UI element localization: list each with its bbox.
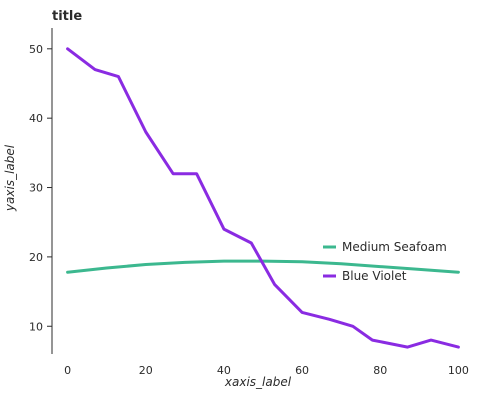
y-axis-title: yaxis_label <box>3 144 17 212</box>
x-axis-title: xaxis_label <box>224 375 292 389</box>
x-tick-label: 60 <box>295 364 309 377</box>
x-tick-label: 0 <box>64 364 71 377</box>
y-tick-label: 10 <box>29 320 43 333</box>
x-tick-label: 100 <box>448 364 469 377</box>
x-tick-label: 80 <box>373 364 387 377</box>
y-tick-label: 20 <box>29 251 43 264</box>
x-axis: 0 20 40 60 80 100 <box>64 364 469 377</box>
legend-label: Blue Violet <box>342 269 407 283</box>
chart-title: title <box>52 9 82 24</box>
y-tick-label: 50 <box>29 43 43 56</box>
y-tick-label: 40 <box>29 112 43 125</box>
x-tick-label: 40 <box>217 364 231 377</box>
plot-area <box>66 47 460 349</box>
x-tick-label: 20 <box>139 364 153 377</box>
y-tick-label: 30 <box>29 182 43 195</box>
legend: Medium Seafoam Blue Violet <box>323 240 447 283</box>
series-line-blue-violet <box>66 47 460 349</box>
y-axis: 10 20 30 40 50 <box>29 28 53 354</box>
legend-label: Medium Seafoam <box>342 240 447 254</box>
